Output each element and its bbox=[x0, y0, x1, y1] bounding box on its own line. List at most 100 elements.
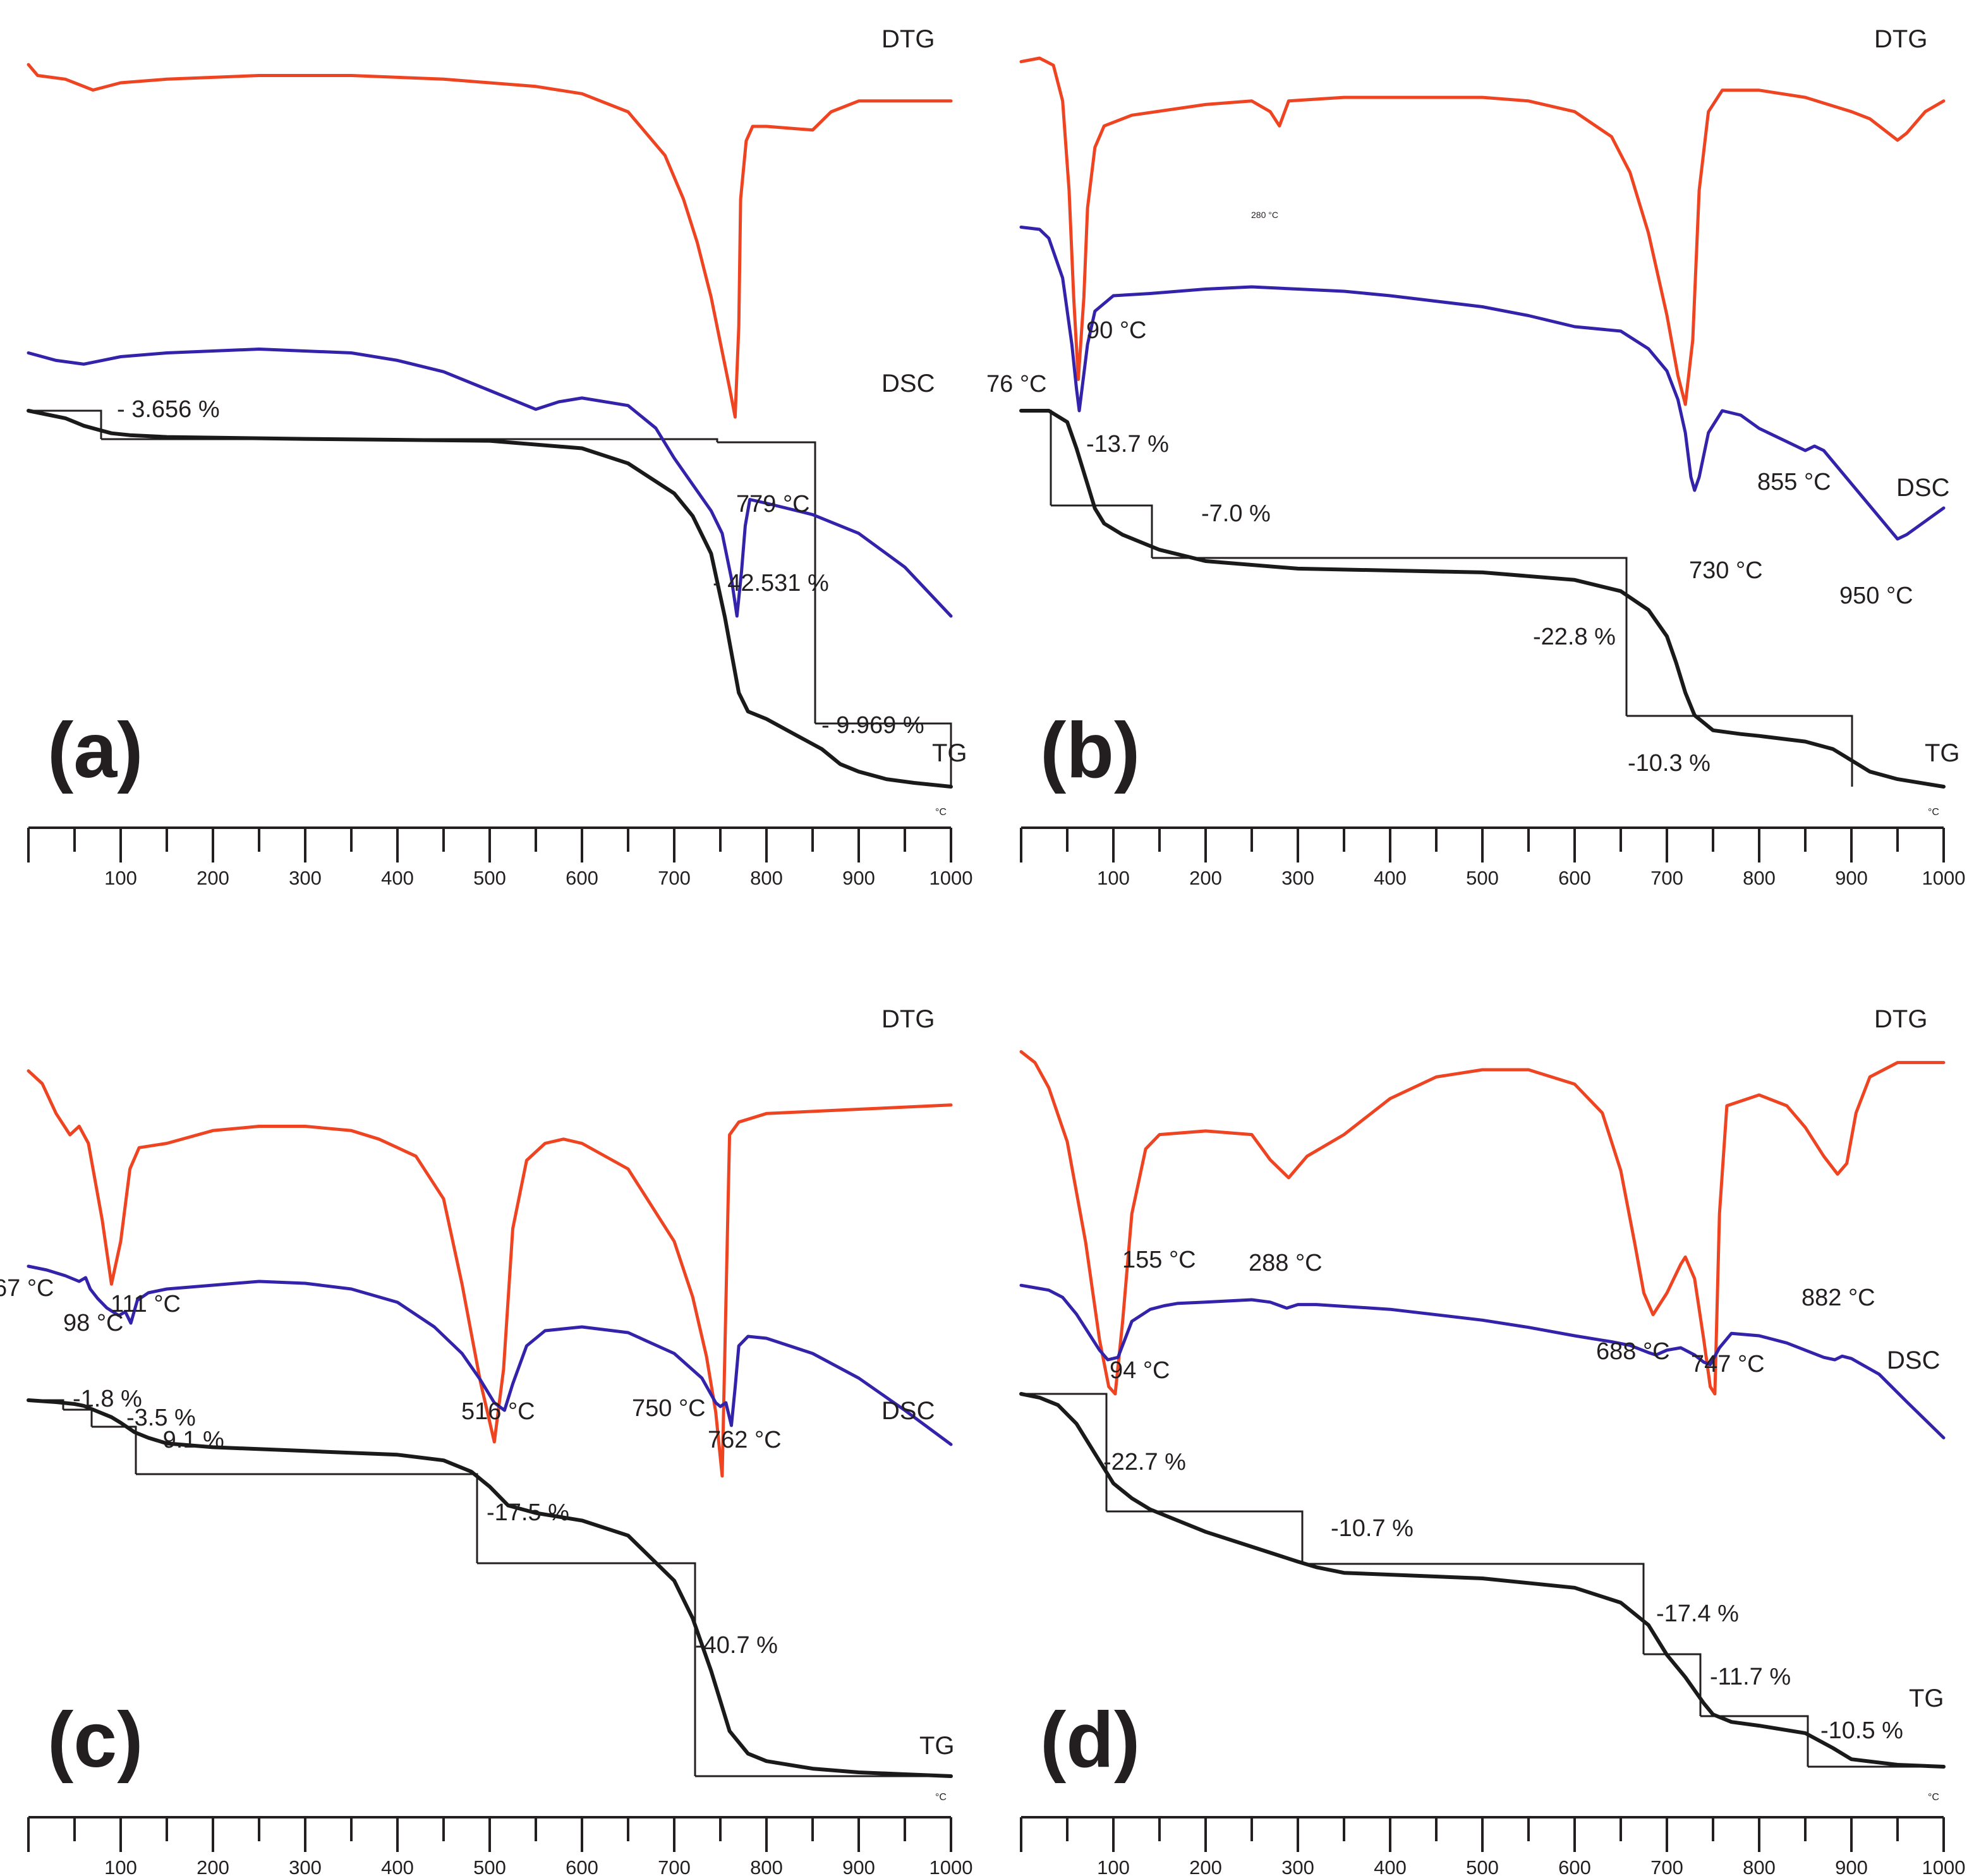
x-axis: 100 200 300 400 500 600 700 800 900 1000 bbox=[27, 826, 973, 889]
annotation: 98 °C bbox=[63, 1310, 123, 1336]
x-tick-label: 900 bbox=[1835, 1856, 1868, 1876]
x-tick-label: 500 bbox=[1466, 867, 1499, 889]
annotation: 111 °C bbox=[111, 1291, 181, 1317]
tg-curve bbox=[27, 1398, 953, 1778]
x-tick-label: 300 bbox=[289, 867, 322, 889]
annotation: -22.8 % bbox=[1533, 624, 1616, 650]
x-tick-label: 800 bbox=[750, 1856, 783, 1876]
x-tick-label: 100 bbox=[104, 1856, 137, 1876]
annotation: -11.7 % bbox=[1710, 1664, 1791, 1690]
x-tick-label: 200 bbox=[1189, 867, 1222, 889]
dtg-label: DTG bbox=[881, 25, 935, 53]
annotation: -10.3 % bbox=[1628, 750, 1711, 777]
dtg-curve bbox=[27, 1069, 953, 1478]
tg-step-5 bbox=[477, 1562, 696, 1776]
axis-unit-label: °C bbox=[935, 1792, 947, 1803]
x-tick-label: 400 bbox=[1374, 867, 1407, 889]
x-tick-label: 800 bbox=[750, 867, 783, 889]
x-tick-label: 300 bbox=[1281, 867, 1314, 889]
x-tick-label: 700 bbox=[1650, 867, 1683, 889]
tg-step-4 bbox=[136, 1473, 478, 1563]
x-tick-label: 900 bbox=[842, 1856, 875, 1876]
x-tick-label: 1000 bbox=[929, 867, 973, 889]
x-tick-label: 1000 bbox=[929, 1856, 973, 1876]
tg-step-3 bbox=[717, 441, 816, 723]
tg-step-2 bbox=[1106, 1510, 1304, 1564]
dsc-label: DSC bbox=[1896, 474, 1949, 502]
x-tick-label: 600 bbox=[1558, 867, 1591, 889]
axis-unit-label: °C bbox=[935, 807, 947, 818]
annotation: 730 °C bbox=[1689, 557, 1763, 584]
tg-step-5 bbox=[1700, 1715, 1809, 1767]
tg-curve bbox=[27, 409, 953, 789]
panel-c: 100 200 300 400 500 600 700 800 900 1000 (c) DTG DSC… bbox=[0, 1005, 972, 1876]
x-axis: 100 200 300 400 500 600 700 800 900 1000 bbox=[27, 1816, 973, 1876]
dsc-label: DSC bbox=[881, 370, 935, 397]
x-axis: 100 200 300 400 500 600 700 800 900 1000 bbox=[1020, 826, 1966, 889]
annotation: 516 °C bbox=[461, 1398, 535, 1425]
x-tick-label: 600 bbox=[566, 1856, 598, 1876]
tg-curve bbox=[1019, 1392, 1946, 1769]
x-tick-label: 400 bbox=[381, 1856, 414, 1876]
x-tick-label: 200 bbox=[197, 867, 229, 889]
x-tick-label: 700 bbox=[1650, 1856, 1683, 1876]
annotation: 747 °C bbox=[1691, 1351, 1765, 1377]
annotation: -40.7 % bbox=[695, 1632, 778, 1659]
annotation: - 9.969 % bbox=[821, 712, 924, 739]
annotation: -22.7 % bbox=[1103, 1449, 1186, 1475]
tg-step-3 bbox=[1152, 557, 1628, 716]
dtg-label: DTG bbox=[881, 1005, 935, 1033]
x-tick-label: 900 bbox=[1835, 867, 1868, 889]
tg-label: TG bbox=[932, 739, 967, 767]
annotation: -1.8 % bbox=[73, 1386, 142, 1412]
annotation: -10.5 % bbox=[1820, 1717, 1903, 1744]
tg-step-lines bbox=[28, 1399, 951, 1777]
annotation: - 42.531 % bbox=[713, 570, 829, 596]
tg-step-3 bbox=[92, 1425, 137, 1474]
panel-label: (d) bbox=[1040, 1697, 1140, 1784]
dsc-curve bbox=[1019, 1283, 1946, 1439]
tg-step-4 bbox=[815, 722, 952, 787]
annotation: 779 °C bbox=[736, 491, 810, 517]
x-tick-label: 700 bbox=[658, 1856, 691, 1876]
dtg-label: DTG bbox=[1874, 1005, 1927, 1033]
annotation: 750 °C bbox=[632, 1395, 706, 1422]
annotation: 288 °C bbox=[1249, 1250, 1323, 1276]
x-tick-label: 200 bbox=[197, 1856, 229, 1876]
annotation: 76 °C bbox=[986, 371, 1046, 397]
dsc-curve bbox=[1019, 226, 1946, 541]
peak-annotation-small: 280 °C bbox=[1251, 210, 1278, 220]
annotation: 855 °C bbox=[1757, 469, 1831, 495]
panel-a: 100 200 300 400 500 600 700 800 900 1000 (a) DTG DSC… bbox=[27, 25, 973, 889]
x-tick-label: 500 bbox=[473, 1856, 506, 1876]
x-tick-label: 1000 bbox=[1922, 867, 1966, 889]
tg-step-lines bbox=[1021, 409, 1853, 787]
x-tick-label: 100 bbox=[1097, 1856, 1130, 1876]
dsc-curve bbox=[27, 348, 953, 618]
annotation: -10.7 % bbox=[1331, 1515, 1414, 1542]
annotation: 94 °C bbox=[1110, 1357, 1170, 1384]
tg-step-2 bbox=[63, 1408, 93, 1427]
annotation: -7.0 % bbox=[1201, 500, 1271, 527]
axis-unit-label: °C bbox=[1928, 807, 1939, 818]
tg-step-lines bbox=[28, 409, 952, 787]
annotation: -17.4 % bbox=[1656, 1601, 1739, 1627]
annotation: -9.1 % bbox=[155, 1427, 224, 1453]
annotation: 950 °C bbox=[1839, 583, 1913, 609]
dtg-curve bbox=[27, 63, 953, 419]
tg-step-1 bbox=[1021, 409, 1052, 505]
dtg-label: DTG bbox=[1874, 25, 1927, 53]
dtg-curve bbox=[1019, 1050, 1946, 1396]
axis-unit-label: °C bbox=[1928, 1792, 1939, 1803]
panel-label: (c) bbox=[47, 1697, 143, 1784]
panel-d: 100 200 300 400 500 600 700 800 900 1000 (d) DTG DSC… bbox=[1019, 1005, 1965, 1876]
annotation: -3.5 % bbox=[126, 1405, 196, 1431]
tg-label: TG bbox=[1925, 739, 1960, 767]
dsc-label: DSC bbox=[1887, 1346, 1940, 1374]
annotation: 90 °C bbox=[1086, 317, 1146, 344]
annotation: 688 °C bbox=[1596, 1338, 1670, 1365]
dtg-curve bbox=[1019, 56, 1946, 406]
x-tick-label: 100 bbox=[1097, 867, 1130, 889]
panel-b: 100 200 300 400 500 600 700 800 900 1000 (b) DTG DSC… bbox=[986, 25, 1965, 889]
